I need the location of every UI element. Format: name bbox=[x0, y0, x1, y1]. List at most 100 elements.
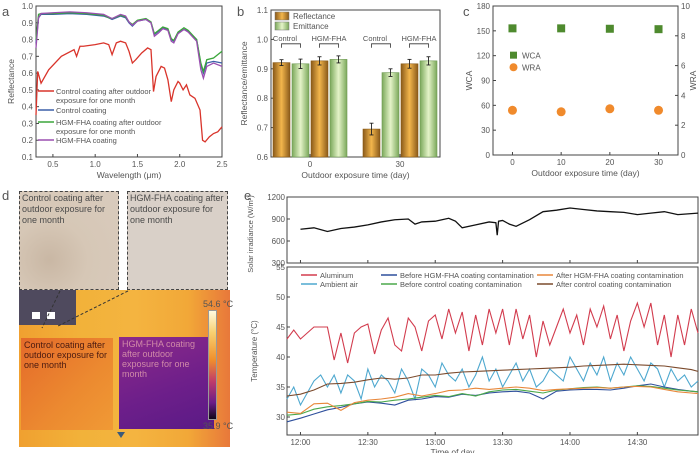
series-line-e-4 bbox=[286, 385, 699, 414]
wra-point bbox=[605, 104, 615, 114]
y-tick-label-c: 0 bbox=[486, 151, 491, 160]
y-tick-label-e-bottom: 55 bbox=[276, 263, 285, 272]
y-tick-label-b: 1.0 bbox=[257, 35, 269, 44]
x-tick-label-c: 10 bbox=[557, 158, 566, 167]
x-tick-label-a: 1.5 bbox=[132, 160, 144, 169]
series-line-e-2 bbox=[286, 383, 699, 423]
panel-label-c: c bbox=[463, 4, 470, 19]
y-tick-label-e-top: 300 bbox=[272, 259, 286, 268]
thermal-hgm-fha-label: HGM-FHA coating after outdoor exposure f… bbox=[122, 339, 196, 379]
legend-label-wra: WRA bbox=[522, 63, 541, 72]
group-label-control: Control bbox=[363, 34, 388, 43]
y-tick-label-a: 0.6 bbox=[22, 69, 34, 78]
y-tick-label-a: 1.0 bbox=[22, 2, 34, 11]
y-tick-label-b: 0.9 bbox=[257, 65, 269, 74]
wca-point bbox=[654, 25, 663, 34]
y-axis-label-c: WCA bbox=[464, 70, 474, 90]
y-tick-label-e-top: 900 bbox=[272, 215, 286, 224]
y-tick-label-b: 1.1 bbox=[257, 6, 269, 15]
plot-frame-c bbox=[492, 5, 679, 156]
series-line-a-0 bbox=[35, 40, 223, 143]
photo-hgm-fha-coating: HGM-FHA coating after outdoor exposure f… bbox=[127, 191, 228, 290]
legend-label-a-0: Control coating after outdoor bbox=[56, 87, 152, 96]
y-tick-label-b: 0.8 bbox=[257, 94, 269, 103]
x-axis-label-e: Time of day bbox=[430, 447, 475, 453]
y-tick-label-a: 0.3 bbox=[22, 119, 34, 128]
group-label-control: Control bbox=[273, 34, 298, 43]
connector-line-control bbox=[41, 290, 61, 329]
y-tick-label-a: 0.5 bbox=[22, 86, 34, 95]
series-line-e-0 bbox=[286, 301, 699, 364]
x-tick-label-e-bottom: 12:00 bbox=[290, 438, 311, 447]
y-tick-label-e-top: 600 bbox=[272, 237, 286, 246]
bar-reflectance-0-Control bbox=[272, 62, 291, 158]
y-tick-label-e-bottom: 30 bbox=[276, 413, 285, 422]
group-bracket bbox=[281, 43, 301, 48]
plot-frame-b bbox=[270, 9, 441, 158]
legend-label-e-4: After HGM-FHA coating contamination bbox=[556, 271, 684, 280]
group-bracket bbox=[409, 43, 429, 48]
legend-label-e-3: Before control coating contamination bbox=[400, 280, 522, 289]
x-tick-label-e-bottom: 13:00 bbox=[425, 438, 446, 447]
colorbar-min-label: 35.9 °C bbox=[203, 421, 234, 431]
legend-label-a-0: exposure for one month bbox=[56, 96, 135, 105]
chart-a-reflectance-spectra: 0.5 1.0 1.5 2.0 2.5 0.1 0.2 0.3 0.4 0.5 0.6 0.7 0.8 0… bbox=[6, 2, 228, 180]
y-tick-label-e-bottom: 35 bbox=[276, 383, 285, 392]
legend-swatch-wca bbox=[510, 51, 517, 59]
group-label-hgm-fha: HGM-FHA bbox=[312, 34, 347, 43]
legend-swatch-wra bbox=[509, 63, 518, 72]
series-line-e-1 bbox=[286, 355, 699, 407]
bar-emittance-30-HGM-FHA bbox=[419, 60, 438, 158]
bar-reflectance-30-HGM-FHA bbox=[400, 63, 419, 158]
colorbar-max-label: 54.6 °C bbox=[203, 299, 234, 309]
thermal-colorbar bbox=[208, 310, 217, 420]
photo-hgm-fha-label: HGM-FHA coating after outdoor exposure f… bbox=[130, 193, 224, 225]
y-axis-label-e-bottom: Temperature (°C) bbox=[250, 320, 259, 382]
y-axis-label-b: Reflectance/emittance bbox=[239, 41, 249, 125]
legend-label-a-1: Control coating bbox=[56, 106, 106, 115]
bar-emittance-0-HGM-FHA bbox=[329, 59, 348, 158]
y2-tick-label-c: 6 bbox=[681, 62, 686, 71]
legend-label-a-3: HGM-FHA coating bbox=[56, 136, 117, 145]
y-tick-label-c: 120 bbox=[477, 52, 491, 61]
y-tick-label-e-bottom: 50 bbox=[276, 293, 285, 302]
photo-control-label: Control coating after outdoor exposure f… bbox=[22, 193, 106, 225]
series-line-a-2 bbox=[35, 12, 223, 74]
panel-label-a: a bbox=[2, 4, 10, 19]
y-tick-label-c: 180 bbox=[477, 2, 491, 11]
x-axis-label-a: Wavelength (μm) bbox=[97, 170, 162, 180]
plot-frame-e-top bbox=[286, 196, 699, 264]
x-tick-label-a: 2.0 bbox=[174, 160, 186, 169]
legend-label-e-1: Ambient air bbox=[320, 280, 358, 289]
photo-control-coating: Control coating after outdoor exposure f… bbox=[19, 191, 119, 290]
wra-point bbox=[507, 105, 517, 115]
y2-tick-label-c: 0 bbox=[681, 151, 686, 160]
y-tick-label-a: 0.1 bbox=[22, 153, 34, 162]
y2-tick-label-c: 10 bbox=[681, 2, 690, 11]
thermal-inset-photo bbox=[19, 290, 76, 325]
bar-emittance-30-Control bbox=[381, 72, 400, 158]
y-tick-label-e-bottom: 45 bbox=[276, 323, 285, 332]
y-tick-label-a: 0.4 bbox=[22, 103, 34, 112]
x-tick-label-b: 0 bbox=[308, 160, 313, 169]
y-tick-label-c: 150 bbox=[477, 27, 491, 36]
connector-line-hgm-fha bbox=[57, 290, 129, 327]
group-bracket bbox=[371, 43, 391, 48]
x-tick-label-a: 2.5 bbox=[216, 160, 228, 169]
panel-label-b: b bbox=[237, 4, 245, 19]
x-tick-label-e-bottom: 13:30 bbox=[493, 438, 514, 447]
y-tick-label-a: 0.7 bbox=[22, 52, 34, 61]
chart-e-field-test: 300 600 900 1200 Solar irradiance (W/m²) 30 35… bbox=[246, 193, 699, 453]
y2-tick-label-c: 4 bbox=[681, 91, 686, 100]
x-axis-label-c: Outdoor exposure time (day) bbox=[531, 168, 639, 178]
group-bracket bbox=[319, 43, 339, 48]
y-axis-label-a: Reflectance bbox=[6, 59, 16, 104]
bar-emittance-0-Control bbox=[291, 63, 310, 158]
y-tick-label-c: 30 bbox=[481, 126, 490, 135]
thermal-sample-hgm-fha: HGM-FHA coating after outdoor exposure f… bbox=[119, 337, 214, 429]
x-tick-label-c: 30 bbox=[654, 158, 663, 167]
legend-swatch-b-0 bbox=[274, 11, 290, 21]
y-tick-label-a: 0.8 bbox=[22, 36, 34, 45]
wca-point bbox=[605, 24, 614, 33]
